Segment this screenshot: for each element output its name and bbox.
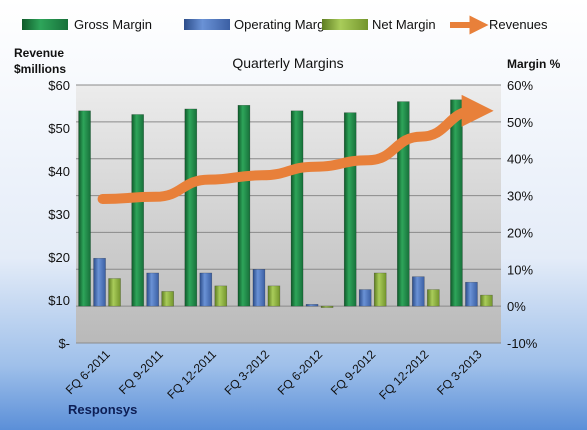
gross-margin-bar <box>131 114 144 307</box>
right-tick-label: 40% <box>507 152 533 167</box>
left-tick-label: $- <box>58 336 70 351</box>
net-margin-bar <box>161 291 174 307</box>
left-axis-title-line1: Revenue <box>14 46 64 60</box>
revenues-line <box>97 94 494 204</box>
right-axis-ticks: -10% 0% 10% 20% 30% 40% 50% 60% <box>507 78 538 351</box>
legend-swatch-operating-margin <box>184 19 230 30</box>
net-margin-bar <box>480 294 493 307</box>
right-tick-label: 0% <box>507 299 526 314</box>
left-tick-label: $50 <box>48 121 70 136</box>
gross-margin-bar <box>397 101 410 307</box>
revenue-series <box>97 94 494 204</box>
net-margin-bar <box>320 305 334 308</box>
right-tick-label: -10% <box>507 336 538 351</box>
net-margin-bar <box>373 272 387 307</box>
gross-margin-bar <box>450 99 463 307</box>
legend-swatch-net-margin <box>322 19 368 30</box>
operating-margin-bar <box>465 281 478 307</box>
net-margin-bar <box>267 285 281 307</box>
revenue-point <box>314 166 316 168</box>
chart-title: Quarterly Margins <box>232 55 343 71</box>
left-tick-label: $20 <box>48 250 70 265</box>
revenue-point <box>473 110 475 112</box>
legend-label-gross-margin: Gross Margin <box>74 17 152 32</box>
left-tick-label: $30 <box>48 207 70 222</box>
net-margin-bar <box>108 278 121 307</box>
net-margin-bar <box>214 285 228 307</box>
bar-series <box>78 99 493 308</box>
gross-margin-bar <box>343 112 357 307</box>
operating-margin-bar <box>358 289 372 307</box>
legend-label-net-margin: Net Margin <box>372 17 436 32</box>
operating-margin-bar <box>146 272 159 307</box>
right-tick-label: 10% <box>507 262 533 277</box>
legend-swatch-gross-margin <box>22 19 68 30</box>
right-tick-label: 20% <box>507 225 533 240</box>
left-tick-label: $40 <box>48 164 70 179</box>
gross-margin-bar <box>78 110 91 307</box>
right-tick-label: 30% <box>507 189 533 204</box>
right-tick-label: 50% <box>507 115 533 130</box>
operating-margin-bar <box>412 276 425 307</box>
operating-margin-bar <box>252 269 266 307</box>
revenue-point <box>367 159 369 161</box>
revenue-point <box>208 179 210 181</box>
right-tick-label: 60% <box>507 78 533 93</box>
gross-margin-bar <box>184 108 198 307</box>
revenue-point <box>102 198 104 200</box>
company-label: Responsys <box>68 402 137 417</box>
legend-label-operating-margin: Operating Margin <box>234 17 334 32</box>
legend-label-revenues: Revenues <box>489 17 548 32</box>
left-tick-label: $60 <box>48 78 70 93</box>
revenue-point <box>155 196 157 198</box>
gross-margin-bar <box>290 110 304 307</box>
legend: Gross Margin Operating Margin Net Margin… <box>22 15 548 35</box>
revenue-point <box>261 174 263 176</box>
right-axis-title: Margin % <box>507 57 561 71</box>
revenue-point <box>420 136 422 138</box>
left-axis-title-line2: $millions <box>14 62 66 76</box>
operating-margin-bar <box>199 272 213 307</box>
net-margin-bar <box>427 289 440 307</box>
left-axis-ticks: $- $10 $20 $30 $40 $50 $60 <box>48 78 70 351</box>
operating-margin-bar <box>305 304 319 307</box>
left-tick-label: $10 <box>48 293 70 308</box>
operating-margin-bar <box>93 257 106 307</box>
gross-margin-bar <box>237 105 251 307</box>
